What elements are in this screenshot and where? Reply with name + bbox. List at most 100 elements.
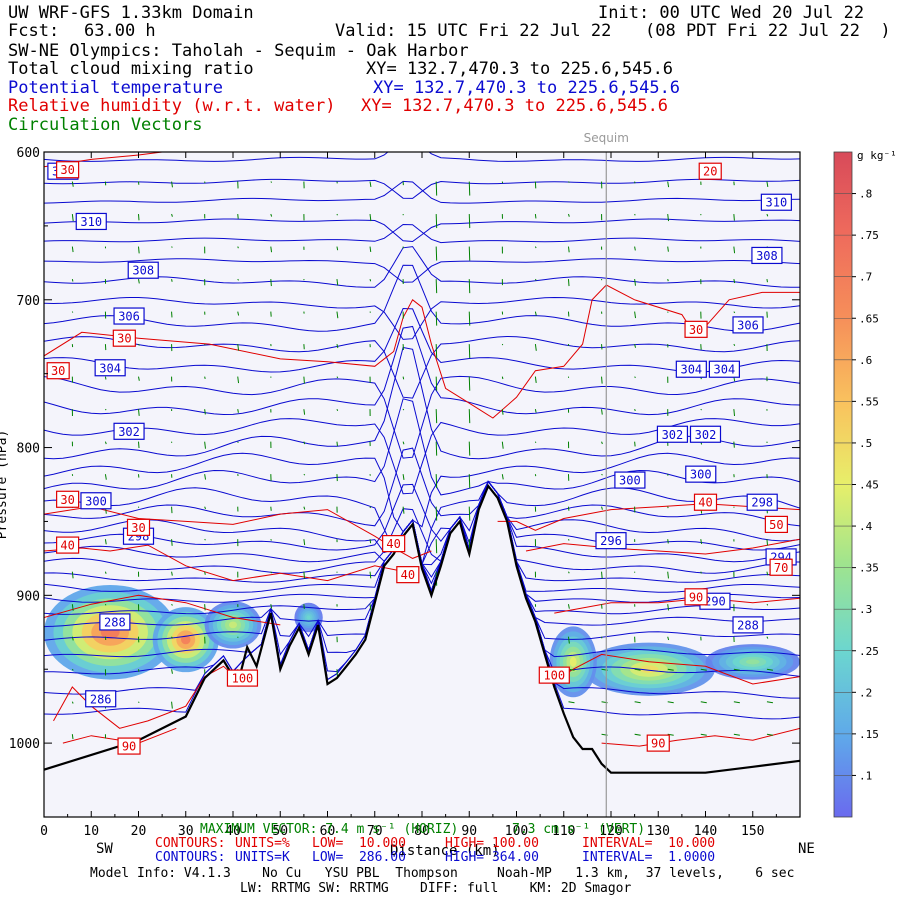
rh-label: 40: [401, 568, 415, 582]
vector-shaft: [667, 604, 670, 611]
theta-label-box: [85, 690, 117, 708]
vector-shaft: [204, 538, 206, 541]
theta-label: 296: [600, 534, 622, 548]
vector-shaft: [501, 409, 504, 415]
vector-shaft: [567, 604, 570, 609]
x-tick-label: 140: [694, 824, 717, 839]
theta-label: 304: [714, 363, 736, 377]
rh-label: 20: [703, 165, 717, 179]
y-tick-label: 700: [17, 294, 40, 309]
theta-label-box: [595, 532, 627, 550]
vector-shaft: [71, 734, 74, 740]
theta-label: 300: [85, 494, 107, 508]
vector-shaft: [634, 376, 636, 379]
vector-shaft: [303, 409, 306, 415]
x-left-label: SW: [96, 841, 113, 857]
rh-label-box: [684, 588, 708, 606]
vector-shaft: [171, 603, 173, 606]
vector-shaft: [700, 733, 707, 736]
vector-shaft: [237, 311, 240, 316]
vector-shaft: [468, 376, 471, 391]
plot-background: [44, 152, 800, 817]
max-vector-vert: 7.3 cm s⁻¹ (VERT): [512, 822, 646, 837]
rh-label: 30: [51, 364, 65, 378]
vector-shaft: [468, 441, 471, 456]
vector-shaft: [435, 279, 438, 294]
vector-shaft: [601, 409, 603, 415]
vector-shaft: [700, 571, 702, 574]
vector-shaft: [634, 213, 636, 216]
vector-shaft: [303, 571, 306, 579]
colorbar-tick-label: .55: [859, 395, 879, 408]
vector-shaft: [733, 311, 736, 314]
vector-shaft: [766, 636, 769, 639]
vector-shaft: [303, 441, 306, 445]
vector-shaft: [567, 213, 570, 217]
vector-shaft: [303, 539, 306, 546]
theta-line: [44, 418, 800, 495]
vector-shaft: [733, 246, 736, 254]
vector-shaft: [171, 636, 173, 639]
theta-label: 300: [690, 468, 712, 482]
x-right-label: NE: [798, 841, 815, 857]
theta-label: 288: [737, 618, 759, 632]
rh-label-box: [382, 535, 406, 553]
theta-label-box: [99, 613, 131, 631]
vector-shaft: [105, 408, 107, 411]
vector-shaft: [567, 246, 570, 253]
rh-label-box: [764, 515, 788, 534]
rh-label: 50: [769, 518, 783, 532]
theta-label-box: [732, 616, 764, 634]
colorbar-tick-label: .4: [859, 520, 873, 533]
vector-shaft: [336, 408, 339, 411]
vector-shaft: [171, 181, 173, 188]
vector-shaft: [766, 733, 774, 736]
vector-shaft: [667, 246, 669, 252]
vector-shaft: [534, 311, 537, 316]
vector-shaft: [468, 506, 471, 521]
vector-shaft: [270, 604, 273, 609]
field-cloud-xy: XY= 132.7,470.3 to 225.6,545.6: [366, 59, 674, 79]
theta-line: [44, 325, 800, 416]
local-time: (08 PDT Fri 22 Jul 22 ): [645, 21, 891, 41]
vector-shaft: [468, 311, 471, 326]
theta-line: [44, 246, 800, 288]
field-rh: Relative humidity (w.r.t. water): [8, 96, 336, 116]
rh-label: 40: [60, 539, 74, 553]
vector-shaft: [237, 246, 239, 249]
vector-shaft: [667, 636, 670, 641]
vector-shaft: [435, 376, 438, 391]
theta-label: 306: [118, 310, 140, 324]
rh-line: [497, 503, 800, 531]
colorbar-tick-label: .2: [859, 686, 872, 699]
colorbar-tick-label: .65: [859, 312, 879, 325]
axes: 0 10 20 30 40 50 60 70 80 90 100 110 120 130 140 150 600…: [0, 146, 800, 839]
x-tick-label: 20: [131, 824, 147, 839]
theta-line: [44, 398, 800, 496]
vector-shaft: [568, 181, 570, 183]
vector-shaft: [237, 409, 239, 413]
rh-label-box: [56, 161, 80, 179]
theta-label: 286: [90, 692, 112, 706]
theta-line: [44, 447, 800, 527]
vector-shaft: [733, 409, 736, 417]
x-tick-label: 150: [741, 824, 764, 839]
theta-label: 302: [662, 428, 684, 442]
theta-line: [44, 296, 800, 340]
rh-legend-units: UNITS=%: [235, 836, 290, 851]
vector-shaft: [733, 278, 736, 284]
vector-shaft: [303, 506, 306, 510]
theta-line: [44, 335, 800, 399]
rh-label-box: [684, 320, 708, 338]
vector-shaft: [104, 441, 107, 445]
vector-shaft: [336, 279, 339, 286]
y-tick-label: 1000: [9, 737, 40, 752]
theta-label: 302: [118, 425, 140, 439]
vector-shaft: [601, 506, 603, 510]
vector-shaft: [336, 213, 338, 216]
vector-shaft: [468, 246, 471, 261]
vector-shaft: [534, 344, 537, 351]
vector-shaft: [634, 246, 636, 251]
x-tick-label: 120: [599, 824, 622, 839]
vector-shaft: [567, 279, 570, 287]
